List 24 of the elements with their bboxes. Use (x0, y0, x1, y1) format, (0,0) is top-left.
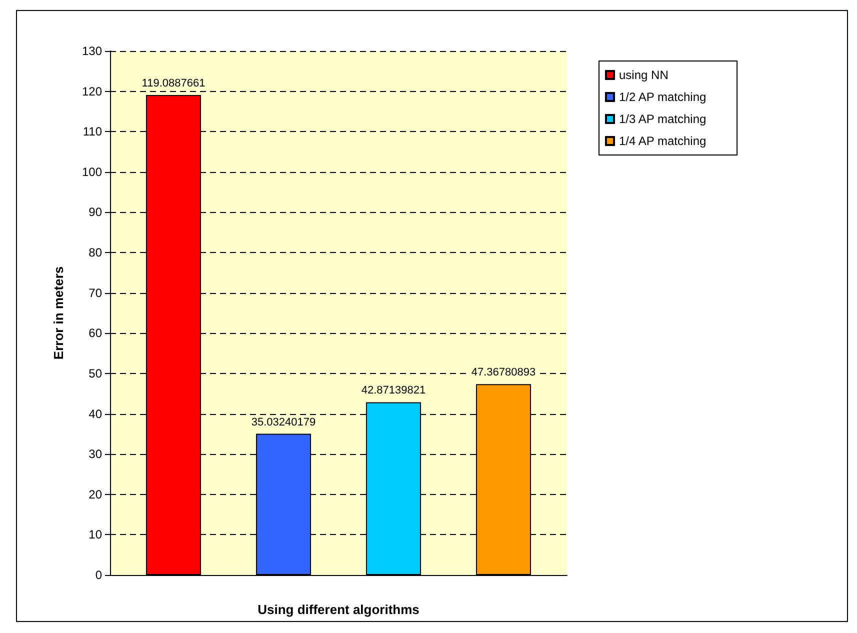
x-axis-title: Using different algorithms (258, 602, 420, 617)
data-label: 35.03240179 (251, 416, 316, 428)
data-label: 42.87139821 (361, 384, 426, 397)
legend-label: 1/4 AP matching (619, 134, 706, 148)
y-tick-label: 90 (88, 205, 102, 220)
y-tick-label: 0 (95, 568, 102, 582)
y-tick-label: 110 (82, 124, 102, 139)
y-tick-label: 50 (88, 366, 102, 380)
legend-label: using NN (619, 68, 668, 82)
y-tick-label: 40 (88, 406, 102, 421)
y-tick-label: 120 (82, 84, 102, 98)
y-tick-label: 10 (88, 528, 102, 542)
legend-label: 1/3 AP matching (619, 112, 706, 126)
y-tick-label: 80 (88, 246, 102, 260)
y-tick-label: 70 (88, 286, 102, 300)
y-tick-label: 60 (88, 326, 102, 340)
data-label: 119.0887661 (142, 77, 206, 90)
y-tick-label: 30 (88, 447, 102, 462)
y-tick-label: 100 (82, 164, 102, 179)
data-label: 47.36780893 (471, 366, 536, 379)
y-tick-label: 20 (88, 487, 102, 502)
y-tick-label: 130 (82, 44, 102, 58)
legend-label: 1/2 AP matching (619, 90, 706, 104)
y-axis-title: Error in meters (51, 266, 66, 360)
